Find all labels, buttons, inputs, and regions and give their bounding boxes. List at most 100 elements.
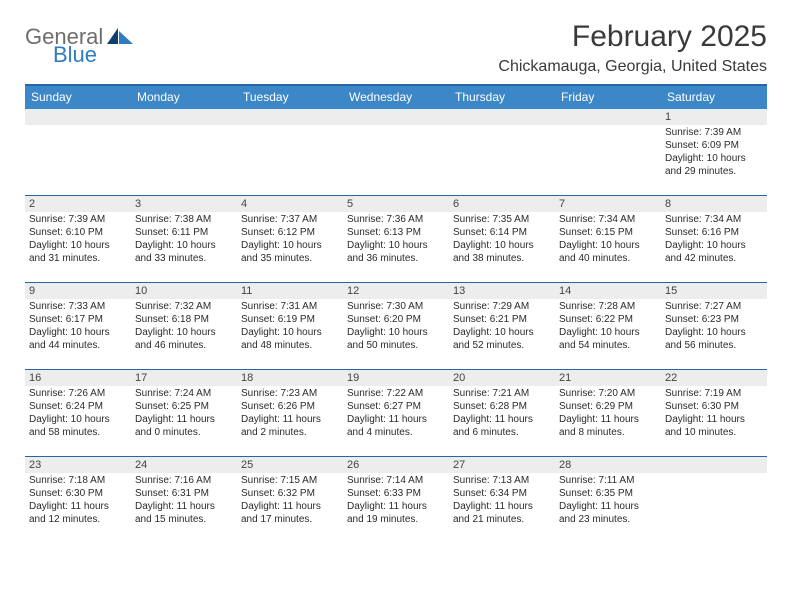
day-body: Sunrise: 7:39 AMSunset: 6:10 PMDaylight:… — [25, 212, 131, 268]
sunrise-line: Sunrise: 7:18 AM — [29, 474, 127, 487]
day-cell: 22Sunrise: 7:19 AMSunset: 6:30 PMDayligh… — [661, 370, 767, 456]
sunset-line: Sunset: 6:11 PM — [135, 226, 233, 239]
day-number: 28 — [555, 457, 661, 473]
day-number-bar-empty — [25, 109, 131, 125]
sunset-line: Sunset: 6:32 PM — [241, 487, 339, 500]
sunset-line: Sunset: 6:35 PM — [559, 487, 657, 500]
day-body: Sunrise: 7:18 AMSunset: 6:30 PMDaylight:… — [25, 473, 131, 529]
day-cell: 21Sunrise: 7:20 AMSunset: 6:29 PMDayligh… — [555, 370, 661, 456]
day-body: Sunrise: 7:32 AMSunset: 6:18 PMDaylight:… — [131, 299, 237, 355]
daylight-line: Daylight: 10 hours and 36 minutes. — [347, 239, 445, 265]
day-number: 17 — [131, 370, 237, 386]
location: Chickamauga, Georgia, United States — [498, 58, 767, 76]
day-cell: 17Sunrise: 7:24 AMSunset: 6:25 PMDayligh… — [131, 370, 237, 456]
day-number: 8 — [661, 196, 767, 212]
day-number: 4 — [237, 196, 343, 212]
sunset-line: Sunset: 6:12 PM — [241, 226, 339, 239]
sunrise-line: Sunrise: 7:34 AM — [665, 213, 763, 226]
sunset-line: Sunset: 6:26 PM — [241, 400, 339, 413]
day-number: 27 — [449, 457, 555, 473]
day-cell — [25, 109, 131, 195]
day-cell: 18Sunrise: 7:23 AMSunset: 6:26 PMDayligh… — [237, 370, 343, 456]
daylight-line: Daylight: 10 hours and 46 minutes. — [135, 326, 233, 352]
sunrise-line: Sunrise: 7:30 AM — [347, 300, 445, 313]
day-number: 1 — [661, 109, 767, 125]
weekday-label: Thursday — [449, 86, 555, 109]
header: General Blue February 2025 Chickamauga, … — [25, 20, 767, 76]
day-cell — [343, 109, 449, 195]
brand-logo: General Blue — [25, 26, 133, 66]
sunset-line: Sunset: 6:30 PM — [29, 487, 127, 500]
day-body: Sunrise: 7:38 AMSunset: 6:11 PMDaylight:… — [131, 212, 237, 268]
day-number: 6 — [449, 196, 555, 212]
day-body: Sunrise: 7:28 AMSunset: 6:22 PMDaylight:… — [555, 299, 661, 355]
sunset-line: Sunset: 6:14 PM — [453, 226, 551, 239]
day-number: 24 — [131, 457, 237, 473]
day-cell — [237, 109, 343, 195]
sunrise-line: Sunrise: 7:34 AM — [559, 213, 657, 226]
sunset-line: Sunset: 6:09 PM — [665, 139, 763, 152]
day-body: Sunrise: 7:33 AMSunset: 6:17 PMDaylight:… — [25, 299, 131, 355]
day-number: 11 — [237, 283, 343, 299]
daylight-line: Daylight: 10 hours and 35 minutes. — [241, 239, 339, 265]
daylight-line: Daylight: 10 hours and 42 minutes. — [665, 239, 763, 265]
day-body: Sunrise: 7:39 AMSunset: 6:09 PMDaylight:… — [661, 125, 767, 181]
day-body: Sunrise: 7:16 AMSunset: 6:31 PMDaylight:… — [131, 473, 237, 529]
sunrise-line: Sunrise: 7:31 AM — [241, 300, 339, 313]
daylight-line: Daylight: 11 hours and 23 minutes. — [559, 500, 657, 526]
day-number-bar-empty — [449, 109, 555, 125]
day-body: Sunrise: 7:24 AMSunset: 6:25 PMDaylight:… — [131, 386, 237, 442]
day-cell: 23Sunrise: 7:18 AMSunset: 6:30 PMDayligh… — [25, 457, 131, 543]
daylight-line: Daylight: 10 hours and 44 minutes. — [29, 326, 127, 352]
week-row: 1Sunrise: 7:39 AMSunset: 6:09 PMDaylight… — [25, 109, 767, 195]
sunrise-line: Sunrise: 7:14 AM — [347, 474, 445, 487]
day-cell: 11Sunrise: 7:31 AMSunset: 6:19 PMDayligh… — [237, 283, 343, 369]
day-body: Sunrise: 7:34 AMSunset: 6:15 PMDaylight:… — [555, 212, 661, 268]
daylight-line: Daylight: 10 hours and 54 minutes. — [559, 326, 657, 352]
sunrise-line: Sunrise: 7:11 AM — [559, 474, 657, 487]
day-number: 13 — [449, 283, 555, 299]
daylight-line: Daylight: 10 hours and 31 minutes. — [29, 239, 127, 265]
daylight-line: Daylight: 11 hours and 4 minutes. — [347, 413, 445, 439]
day-number: 14 — [555, 283, 661, 299]
day-number: 12 — [343, 283, 449, 299]
daylight-line: Daylight: 11 hours and 19 minutes. — [347, 500, 445, 526]
day-number: 3 — [131, 196, 237, 212]
daylight-line: Daylight: 10 hours and 56 minutes. — [665, 326, 763, 352]
day-number: 26 — [343, 457, 449, 473]
sunrise-line: Sunrise: 7:28 AM — [559, 300, 657, 313]
weekday-label: Sunday — [25, 86, 131, 109]
day-cell: 9Sunrise: 7:33 AMSunset: 6:17 PMDaylight… — [25, 283, 131, 369]
sunrise-line: Sunrise: 7:27 AM — [665, 300, 763, 313]
day-body: Sunrise: 7:37 AMSunset: 6:12 PMDaylight:… — [237, 212, 343, 268]
day-body: Sunrise: 7:27 AMSunset: 6:23 PMDaylight:… — [661, 299, 767, 355]
sunset-line: Sunset: 6:13 PM — [347, 226, 445, 239]
sunrise-line: Sunrise: 7:16 AM — [135, 474, 233, 487]
sunset-line: Sunset: 6:20 PM — [347, 313, 445, 326]
sunset-line: Sunset: 6:31 PM — [135, 487, 233, 500]
daylight-line: Daylight: 11 hours and 10 minutes. — [665, 413, 763, 439]
sunrise-line: Sunrise: 7:26 AM — [29, 387, 127, 400]
daylight-line: Daylight: 11 hours and 6 minutes. — [453, 413, 551, 439]
sunset-line: Sunset: 6:19 PM — [241, 313, 339, 326]
weekday-label: Wednesday — [343, 86, 449, 109]
sunset-line: Sunset: 6:34 PM — [453, 487, 551, 500]
daylight-line: Daylight: 10 hours and 50 minutes. — [347, 326, 445, 352]
day-body: Sunrise: 7:30 AMSunset: 6:20 PMDaylight:… — [343, 299, 449, 355]
week-row: 9Sunrise: 7:33 AMSunset: 6:17 PMDaylight… — [25, 282, 767, 369]
sunset-line: Sunset: 6:33 PM — [347, 487, 445, 500]
day-cell: 1Sunrise: 7:39 AMSunset: 6:09 PMDaylight… — [661, 109, 767, 195]
daylight-line: Daylight: 11 hours and 15 minutes. — [135, 500, 233, 526]
daylight-line: Daylight: 10 hours and 40 minutes. — [559, 239, 657, 265]
day-cell: 10Sunrise: 7:32 AMSunset: 6:18 PMDayligh… — [131, 283, 237, 369]
week-row: 23Sunrise: 7:18 AMSunset: 6:30 PMDayligh… — [25, 456, 767, 543]
day-number-bar-empty — [661, 457, 767, 473]
day-number: 23 — [25, 457, 131, 473]
sunset-line: Sunset: 6:21 PM — [453, 313, 551, 326]
day-body: Sunrise: 7:21 AMSunset: 6:28 PMDaylight:… — [449, 386, 555, 442]
daylight-line: Daylight: 11 hours and 12 minutes. — [29, 500, 127, 526]
daylight-line: Daylight: 10 hours and 52 minutes. — [453, 326, 551, 352]
day-cell: 16Sunrise: 7:26 AMSunset: 6:24 PMDayligh… — [25, 370, 131, 456]
sunset-line: Sunset: 6:27 PM — [347, 400, 445, 413]
day-body: Sunrise: 7:15 AMSunset: 6:32 PMDaylight:… — [237, 473, 343, 529]
